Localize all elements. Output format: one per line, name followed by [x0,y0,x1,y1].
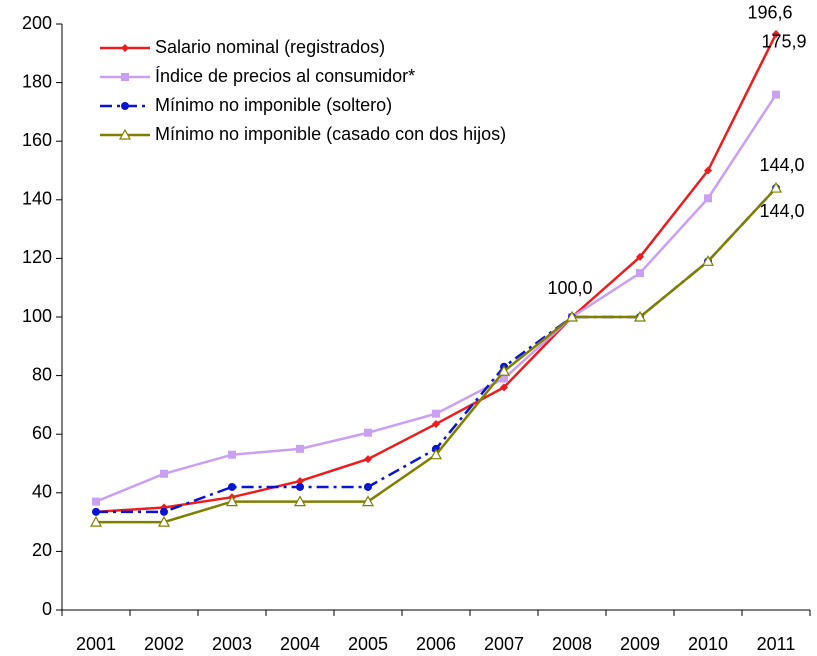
x-tick-label: 2010 [688,634,728,654]
marker [293,495,307,507]
marker [160,507,168,516]
marker [296,482,304,491]
x-tick-label: 2002 [144,634,184,654]
marker [364,428,372,437]
x-tick-label: 2005 [348,634,388,654]
data-label: 144,0 [759,201,804,221]
y-tick-label: 0 [42,599,52,619]
y-tick-label: 60 [32,423,52,443]
marker [228,482,236,491]
legend-label: Índice de precios al consumidor* [155,66,415,86]
legend-label: Salario nominal (registrados) [155,37,385,57]
marker [160,469,168,478]
data-label: 196,6 [747,3,792,23]
y-tick-label: 140 [22,189,52,209]
marker [432,409,440,418]
legend-entry: Salario nominal (registrados) [100,37,385,57]
data-label: 175,9 [761,31,806,51]
series-line [96,187,777,524]
marker [500,374,508,383]
data-label: 100,0 [547,278,592,298]
marker [432,419,440,428]
marker [364,482,372,491]
marker [92,497,100,506]
marker [228,450,236,459]
marker [633,310,647,322]
marker [701,255,715,266]
marker [704,194,712,203]
y-tick-label: 120 [22,247,52,267]
y-tick-label: 20 [32,540,52,560]
y-tick-label: 80 [32,364,52,384]
marker [296,477,304,486]
marker [429,448,443,460]
marker [636,252,644,261]
marker [497,364,511,376]
x-tick-label: 2007 [484,634,524,654]
legend-label: Mínimo no imponible (soltero) [155,95,392,115]
data-label: 144,0 [759,155,804,175]
marker [772,90,780,99]
x-tick-label: 2004 [280,634,320,654]
legend-entry: Mínimo no imponible (casado con dos hijo… [100,124,506,144]
marker [121,102,129,110]
marker [361,495,375,507]
marker [500,383,508,392]
marker [565,310,579,322]
y-tick-label: 180 [22,71,52,91]
marker [121,73,129,81]
marker [296,444,304,453]
marker [89,515,103,527]
legend-entry: Índice de precios al consumidor* [100,66,415,86]
x-tick-label: 2006 [416,634,456,654]
marker [92,507,100,516]
y-tick-label: 40 [32,482,52,502]
legend-entry: Mínimo no imponible (soltero) [100,95,392,115]
x-tick-label: 2001 [76,634,116,654]
x-tick-label: 2011 [757,634,796,654]
y-tick-label: 200 [22,13,52,33]
legend-label: Mínimo no imponible (casado con dos hijo… [155,124,506,144]
marker [157,515,171,527]
marker [118,128,132,140]
y-tick-label: 100 [22,306,52,326]
marker [364,455,372,464]
marker [769,181,783,193]
marker [121,44,129,52]
marker [225,495,239,507]
y-tick-label: 160 [22,130,52,150]
x-tick-label: 2003 [212,634,252,654]
marker [772,29,780,38]
marker [636,269,644,278]
series-line [95,93,778,503]
x-tick-label: 2008 [552,634,592,654]
x-tick-label: 2009 [620,634,660,654]
marker [704,166,712,175]
